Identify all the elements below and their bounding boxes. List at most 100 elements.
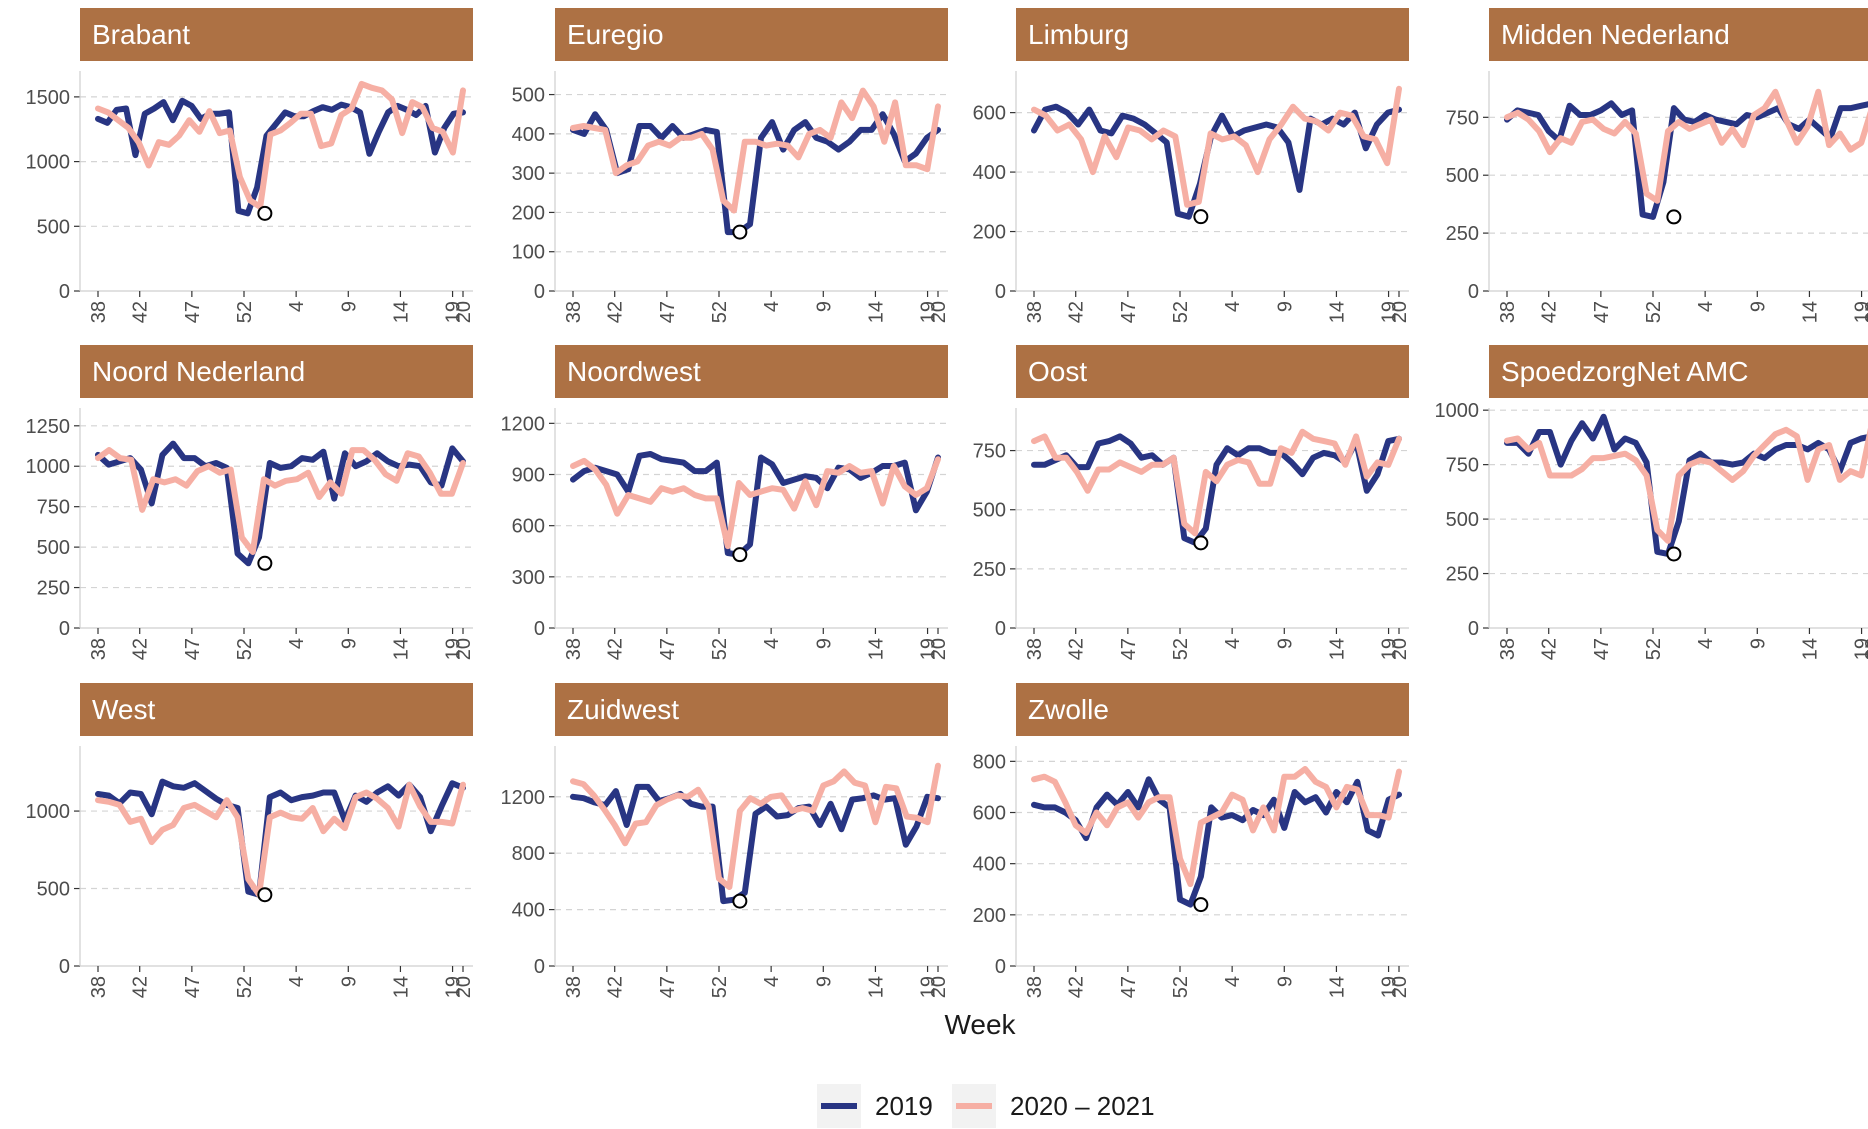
x-tick-label: 14 [865,301,887,323]
y-tick-label: 800 [973,751,1006,773]
x-tick-label: 47 [1591,638,1613,660]
legend-label: 2020 – 2021 [1010,1091,1155,1121]
x-tick-label: 14 [1326,301,1348,323]
panel-title: Zwolle [1028,694,1109,725]
panel-strip [80,345,473,398]
x-tick-label: 9 [813,976,835,987]
x-tick-label: 4 [286,638,308,649]
x-tick-label: 42 [605,301,627,323]
x-tick-label: 42 [1539,301,1561,323]
y-tick-label: 1250 [26,416,71,438]
series-line-2019 [1504,413,1868,557]
series-line-2019 [95,778,466,898]
y-tick-label: 500 [37,879,70,901]
y-tick-label: 600 [512,516,545,538]
y-tick-label: 0 [1468,281,1479,303]
dip-marker [1193,535,1209,551]
x-tick-label: 47 [182,976,204,998]
y-tick-label: 100 [512,242,545,264]
panel-midden-nederland: Midden Nederland 0 250 500 750 38 42 47 52 4 9 14 19… [1446,8,1868,323]
x-tick-label: 47 [657,976,679,998]
panel-strip [555,345,948,398]
x-tick-label: 19 [918,301,940,323]
y-tick-label: 500 [512,85,545,107]
x-tick-label: 4 [761,976,783,987]
x-tick-label: 20 [1389,638,1411,660]
x-tick-label: 38 [88,301,110,323]
y-tick-label: 250 [1446,564,1479,586]
series-line-2019 [1031,103,1402,220]
y-tick-label: 1000 [26,152,71,174]
x-tick-label: 4 [286,976,308,987]
x-tick-label: 9 [813,301,835,312]
x-tick-label: 9 [1274,301,1296,312]
y-tick-label: 1000 [26,456,71,478]
y-tick-label: 0 [995,281,1006,303]
x-tick-label: 14 [865,638,887,660]
x-tick-label: 9 [1274,976,1296,987]
x-tick-label: 14 [1799,301,1821,323]
x-tick-label: 52 [1643,301,1665,323]
x-tick-label: 52 [709,638,731,660]
y-tick-label: 750 [1446,107,1479,129]
x-tick-label: 14 [390,976,412,998]
x-tick-label: 20 [453,301,475,323]
x-tick-label: 38 [1024,638,1046,660]
y-tick-label: 0 [995,618,1006,640]
panel-title: Zuidwest [567,694,679,725]
x-tick-label: 52 [234,301,256,323]
dip-marker [732,893,748,909]
x-tick-label: 19 [918,976,940,998]
panel-strip [1016,8,1409,61]
x-tick-label: 52 [234,976,256,998]
series-line-2020-2021 [1504,426,1868,544]
x-tick-label: 42 [130,976,152,998]
x-tick-label: 42 [1066,976,1088,998]
x-tick-label: 38 [563,301,585,323]
x-tick-label: 20 [453,976,475,998]
dip-marker [257,205,273,221]
panel-title: Midden Nederland [1501,19,1730,50]
x-tick-label: 14 [390,301,412,323]
series-line-2020-2021 [1031,428,1402,537]
y-tick-label: 400 [973,854,1006,876]
panel-strip [80,683,473,736]
x-tick-label: 9 [1747,301,1769,312]
y-tick-label: 1500 [26,87,71,109]
y-tick-label: 250 [973,559,1006,581]
x-tick-label: 38 [1024,976,1046,998]
y-tick-label: 900 [512,465,545,487]
x-tick-label: 9 [1274,638,1296,649]
x-tick-label: 42 [605,976,627,998]
x-tick-label: 47 [1118,976,1140,998]
x-tick-label: 42 [1539,638,1561,660]
x-tick-label: 42 [1066,301,1088,323]
panel-spoedzorgnet-amc: SpoedzorgNet AMC 0 250 500 750 1000 38 42 47 52 4 9… [1435,345,1868,660]
x-tick-label: 4 [286,301,308,312]
y-tick-label: 0 [1468,618,1479,640]
x-tick-label: 52 [1170,301,1192,323]
x-tick-label: 42 [130,638,152,660]
x-tick-label: 38 [88,638,110,660]
y-tick-label: 0 [59,618,70,640]
x-tick-label: 47 [1118,638,1140,660]
x-tick-label: 20 [928,976,950,998]
x-tick-label: 19 [1852,638,1868,660]
series-line-2020-2021 [1031,85,1402,208]
x-tick-label: 52 [709,301,731,323]
y-tick-label: 400 [512,124,545,146]
series-line-2020-2021 [570,456,941,550]
x-tick-label: 19 [1379,638,1401,660]
x-tick-label: 9 [1747,638,1769,649]
panel-title: Limburg [1028,19,1129,50]
panel-title: Noord Nederland [92,356,305,387]
panel-noord-nederland: Noord Nederland 0 250 500 750 1000 1250 38 42 47 5… [26,345,475,660]
y-tick-label: 0 [59,956,70,978]
x-tick-label: 47 [182,638,204,660]
